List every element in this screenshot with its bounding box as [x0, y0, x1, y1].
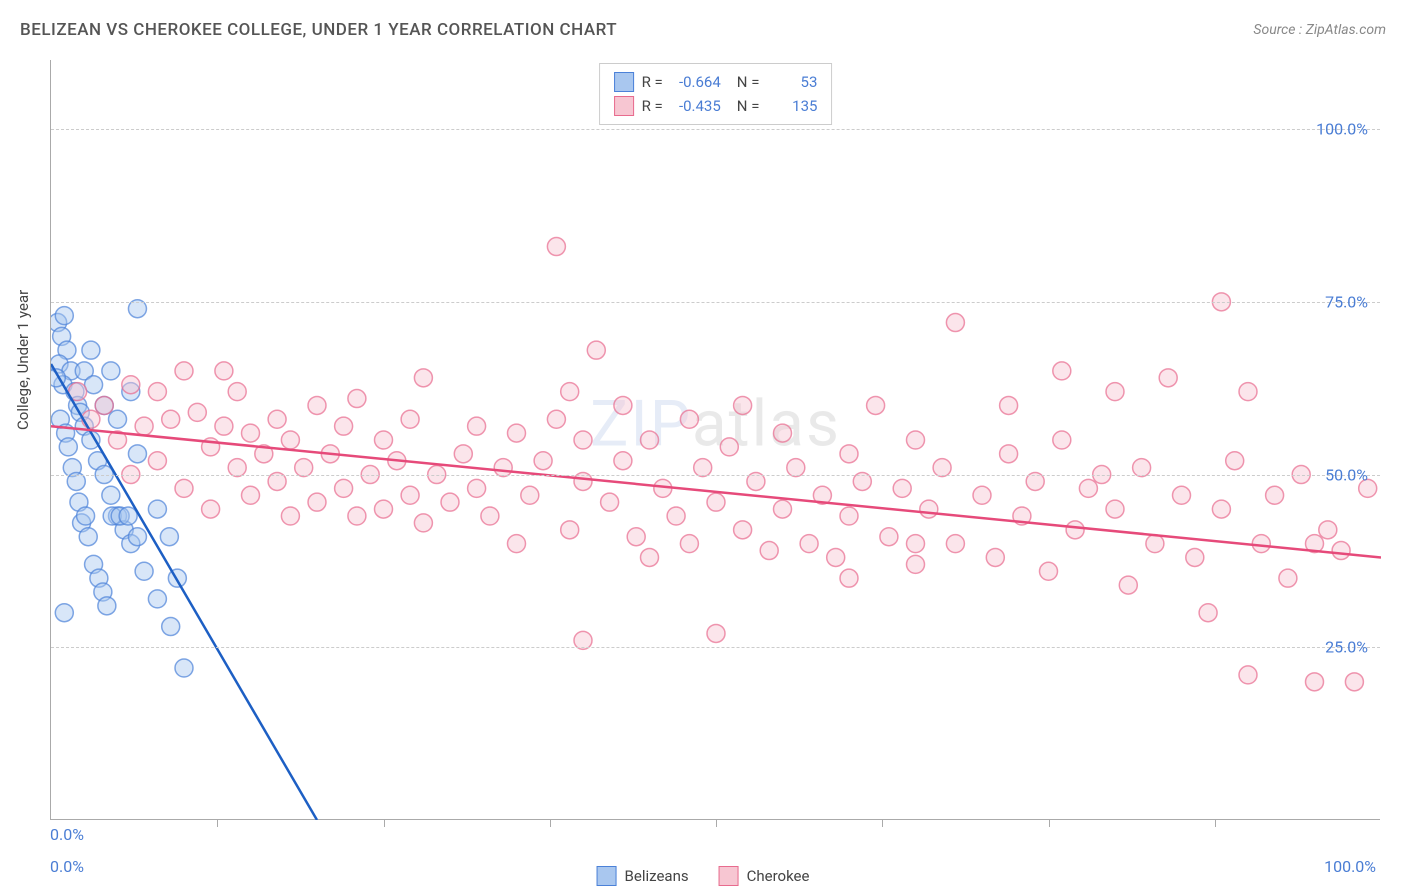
chart-title: BELIZEAN VS CHEROKEE COLLEGE, UNDER 1 YE…	[20, 20, 617, 40]
y-axis-label: College, Under 1 year	[14, 290, 32, 430]
y-axis-min: 0.0%	[50, 825, 84, 844]
legend-swatch	[614, 96, 634, 116]
source-attribution: Source : ZipAtlas.com	[1253, 22, 1386, 38]
plot-area: ZIPatlas R =-0.664N =53R =-0.435N =135 2…	[50, 60, 1380, 820]
legend-swatch	[597, 866, 617, 886]
y-tick-label: 50.0%	[1325, 465, 1368, 484]
y-tick-label: 100.0%	[1316, 120, 1368, 139]
legend-swatch	[614, 72, 634, 92]
x-axis-max: 100.0%	[1324, 857, 1376, 876]
series-legend: Belizeans Cherokee	[597, 866, 810, 886]
scatter-chart	[51, 60, 1381, 820]
correlation-legend: R =-0.664N =53R =-0.435N =135	[599, 63, 833, 125]
y-tick-label: 25.0%	[1325, 638, 1368, 657]
series-legend-item: Cherokee	[719, 866, 810, 886]
series-legend-item: Belizeans	[597, 866, 689, 886]
legend-row: R =-0.435N =135	[614, 94, 818, 118]
legend-row: R =-0.664N =53	[614, 70, 818, 94]
legend-swatch	[719, 866, 739, 886]
x-axis-min: 0.0%	[50, 857, 84, 876]
y-tick-label: 75.0%	[1325, 292, 1368, 311]
